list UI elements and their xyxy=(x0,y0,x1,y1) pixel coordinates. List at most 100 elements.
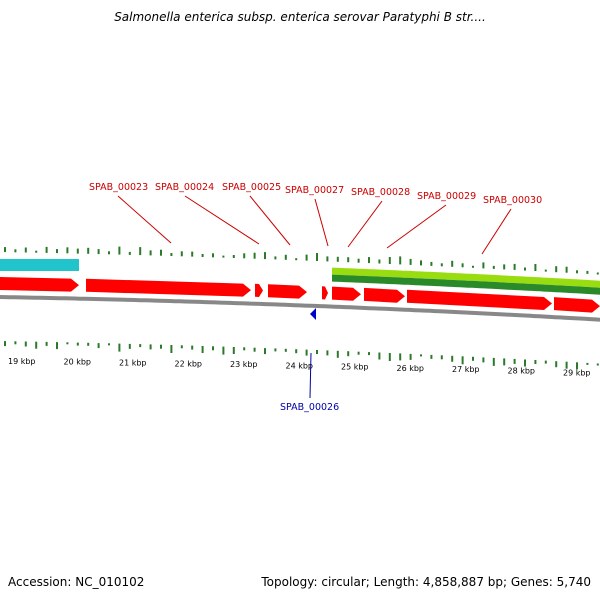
gene-label-g26: SPAB_00026 xyxy=(280,402,339,413)
gc-tick xyxy=(76,342,79,346)
gc-tick xyxy=(232,255,235,258)
gene-label-connector xyxy=(481,208,512,255)
gc-tick xyxy=(316,253,318,261)
gc-tick xyxy=(212,253,214,258)
gc-tick xyxy=(170,253,173,256)
gc-tick xyxy=(347,257,350,263)
label-layer: SPAB_00023 SPAB_00024 SPAB_00025 SPAB_00027… xyxy=(89,182,542,413)
gc-tick xyxy=(503,264,506,270)
gc-tick xyxy=(191,251,194,257)
gc-tick xyxy=(56,249,58,254)
gc-tick xyxy=(108,343,110,346)
gc-tick xyxy=(222,346,225,355)
gc-tick xyxy=(544,269,547,272)
scale-label: 26 kbp xyxy=(397,364,425,373)
gc-tick xyxy=(160,344,162,349)
gc-tick xyxy=(243,253,246,259)
gc-tick xyxy=(14,249,17,253)
gc-tick xyxy=(420,354,422,357)
gc-tick xyxy=(565,361,568,369)
backbone-layer xyxy=(0,295,600,322)
gc-tick xyxy=(534,360,537,364)
gc-tick xyxy=(274,256,277,260)
gc-tick xyxy=(56,342,58,350)
gc-tick xyxy=(461,263,464,268)
gc-tick xyxy=(440,263,443,267)
gc-tick xyxy=(139,344,142,348)
gc-tick xyxy=(118,343,121,352)
gc-tick xyxy=(368,257,370,264)
scale-label: 24 kbp xyxy=(286,361,314,370)
gc-tick xyxy=(576,270,578,274)
gene-label-g29: SPAB_00029 xyxy=(417,191,476,202)
topology-summary-text: Topology: circular; Length: 4,858,887 bp… xyxy=(261,575,591,589)
gc-tick xyxy=(45,246,48,253)
gc-tick xyxy=(212,346,214,351)
gc-tick xyxy=(4,247,6,253)
gc-tick xyxy=(326,256,329,262)
map-title: Salmonella enterica subsp. enterica sero… xyxy=(114,10,486,24)
scale-label: 20 kbp xyxy=(64,358,92,367)
gc-tick xyxy=(108,251,110,255)
gc-tick xyxy=(97,249,100,255)
gc-tick xyxy=(576,362,578,370)
gc-tick xyxy=(524,359,526,367)
gc-tick xyxy=(24,341,27,347)
gc-tick xyxy=(191,345,194,350)
gc-tick xyxy=(264,348,266,355)
feature-layer xyxy=(0,259,600,320)
gc-tick xyxy=(160,249,162,256)
gene-arrow-forward xyxy=(255,283,263,298)
gc-tick xyxy=(264,252,266,260)
gc-tick xyxy=(284,254,287,260)
gene-label-connector xyxy=(314,198,329,247)
gc-tick xyxy=(128,343,131,349)
gc-tick xyxy=(357,351,360,355)
gene-arrow-forward xyxy=(86,278,251,297)
gc-tick xyxy=(222,255,225,258)
gc-tick xyxy=(305,349,308,356)
gc-tick xyxy=(420,260,422,266)
gene-arrow-forward xyxy=(554,297,600,313)
gene-label-connector xyxy=(184,195,260,245)
gc-tick xyxy=(97,343,100,349)
gc-tick xyxy=(430,261,433,266)
gc-tick xyxy=(388,257,391,264)
gc-tick xyxy=(4,341,6,347)
gc-tick xyxy=(201,254,204,257)
gc-tick xyxy=(45,341,48,346)
gc-tick xyxy=(139,247,142,256)
gc-tick xyxy=(461,356,464,365)
gc-tick xyxy=(128,251,131,255)
gc-tick xyxy=(388,353,391,361)
gc-tick xyxy=(170,345,173,353)
gc-tick xyxy=(555,361,558,368)
gc-tick xyxy=(347,351,350,357)
gene-label-g23: SPAB_00023 xyxy=(89,182,148,193)
gene-label-connector xyxy=(249,195,291,246)
gene-arrow-forward xyxy=(268,284,307,299)
gc-tick xyxy=(295,258,298,261)
cyan-feature xyxy=(0,259,79,271)
gc-tick xyxy=(378,352,381,360)
gc-tick xyxy=(399,256,402,265)
gc-tick xyxy=(378,259,381,264)
gc-tick xyxy=(180,251,183,257)
gene-label-g30: SPAB_00030 xyxy=(483,195,542,206)
gc-tick xyxy=(596,272,599,275)
gc-tick xyxy=(555,266,558,273)
gene-label-g25: SPAB_00025 xyxy=(222,182,281,193)
accession-text: Accession: NC_010102 xyxy=(8,575,145,589)
gc-tick xyxy=(368,352,370,356)
gc-tick xyxy=(274,348,277,352)
gene-arrow-forward xyxy=(407,289,552,310)
gc-tick xyxy=(409,258,412,265)
gene-label-connector xyxy=(386,204,447,249)
scale-label: 22 kbp xyxy=(175,359,203,368)
gc-tick xyxy=(524,267,526,271)
gc-tick xyxy=(35,250,38,253)
gc-tick xyxy=(316,350,318,354)
gc-tick xyxy=(440,355,443,360)
gene-label-connector xyxy=(347,200,383,248)
